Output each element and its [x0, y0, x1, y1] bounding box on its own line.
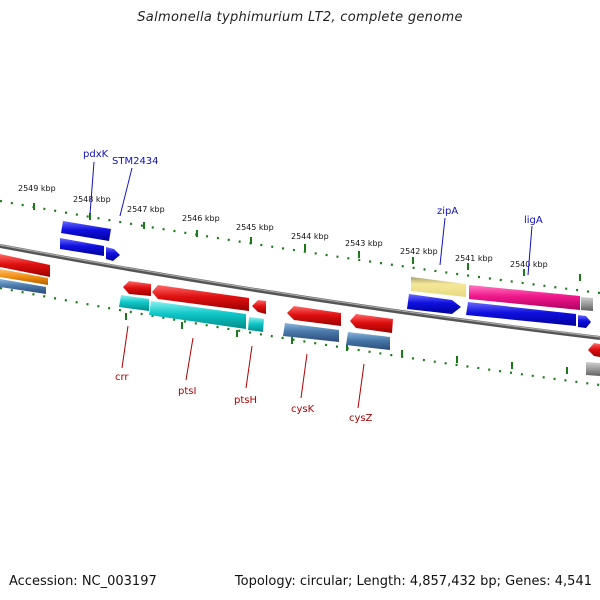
- scale-labels: 2549 kbp 2548 kbp 2547 kbp 2546 kbp 2545…: [18, 184, 548, 269]
- gene-blue-arrow-right[interactable]: [578, 315, 591, 328]
- scale-label-2543: 2543 kbp: [345, 239, 383, 248]
- gene-cysk[interactable]: [283, 323, 339, 342]
- gene-blue-under-zipa[interactable]: [407, 294, 461, 314]
- label-ptsi[interactable]: ptsI: [178, 386, 196, 397]
- gene-stm2434[interactable]: [60, 238, 104, 256]
- gene-labels-top: pdxK STM2434 zipA ligA: [83, 149, 543, 226]
- gene-cysz[interactable]: [346, 332, 390, 350]
- lower-major-ticks: [125, 313, 568, 374]
- label-ptsh[interactable]: ptsH: [234, 395, 257, 406]
- scale-label-2545: 2545 kbp: [236, 223, 274, 232]
- gene-zipa[interactable]: [411, 277, 466, 297]
- gene-blue-under-liga[interactable]: [466, 302, 576, 326]
- genome-backbone: [0, 244, 600, 340]
- gene-labels-bottom: crr ptsI ptsH cysK cysZ: [115, 372, 373, 424]
- reverse-strand-genes: [119, 281, 600, 376]
- gene-left-steel[interactable]: [0, 279, 46, 294]
- label-cysk[interactable]: cysK: [291, 404, 315, 415]
- scale-label-2548: 2548 kbp: [73, 195, 111, 204]
- gene-crr[interactable]: [119, 295, 149, 311]
- accession-text: Accession: NC_003197: [9, 574, 157, 589]
- gene-crr-red[interactable]: [123, 281, 151, 296]
- gene-right-red[interactable]: [588, 343, 600, 357]
- genome-backbone-highlight: [0, 244, 600, 338]
- label-cysz[interactable]: cysZ: [349, 413, 373, 424]
- gene-stm2434-arrow[interactable]: [106, 247, 120, 261]
- leader-lines-top: [89, 161, 533, 276]
- gene-cysz-red[interactable]: [350, 314, 393, 333]
- gene-left-orange[interactable]: [0, 269, 48, 285]
- scale-label-2541: 2541 kbp: [455, 254, 493, 263]
- forward-strand-genes: [0, 221, 593, 328]
- gene-liga[interactable]: [469, 285, 580, 310]
- gene-liga-end[interactable]: [581, 297, 593, 311]
- label-stm2434[interactable]: STM2434: [112, 156, 159, 167]
- gene-ptsh-red[interactable]: [252, 300, 266, 314]
- scale-label-2542: 2542 kbp: [400, 247, 438, 256]
- gene-left-red[interactable]: [0, 254, 50, 277]
- gene-ptsh[interactable]: [248, 317, 264, 332]
- scale-label-2547: 2547 kbp: [127, 205, 165, 214]
- label-liga[interactable]: ligA: [524, 215, 543, 226]
- upper-major-ticks: [33, 203, 581, 281]
- scale-label-2549: 2549 kbp: [18, 184, 56, 193]
- gene-cysk-red[interactable]: [287, 306, 341, 326]
- genome-summary-text: Topology: circular; Length: 4,857,432 bp…: [234, 574, 592, 589]
- genome-title: Salmonella typhimurium LT2, complete gen…: [137, 10, 463, 25]
- label-crr[interactable]: crr: [115, 372, 129, 383]
- gene-right-gray[interactable]: [586, 362, 600, 376]
- label-zipa[interactable]: zipA: [437, 206, 458, 217]
- leader-lines-bottom: [121, 325, 365, 409]
- label-pdxk[interactable]: pdxK: [83, 149, 109, 160]
- gene-pdxk[interactable]: [61, 221, 111, 241]
- gene-ptsi-red[interactable]: [152, 285, 249, 311]
- gene-ptsi[interactable]: [149, 301, 246, 329]
- scale-label-2546: 2546 kbp: [182, 214, 220, 223]
- scale-label-2544: 2544 kbp: [291, 232, 329, 241]
